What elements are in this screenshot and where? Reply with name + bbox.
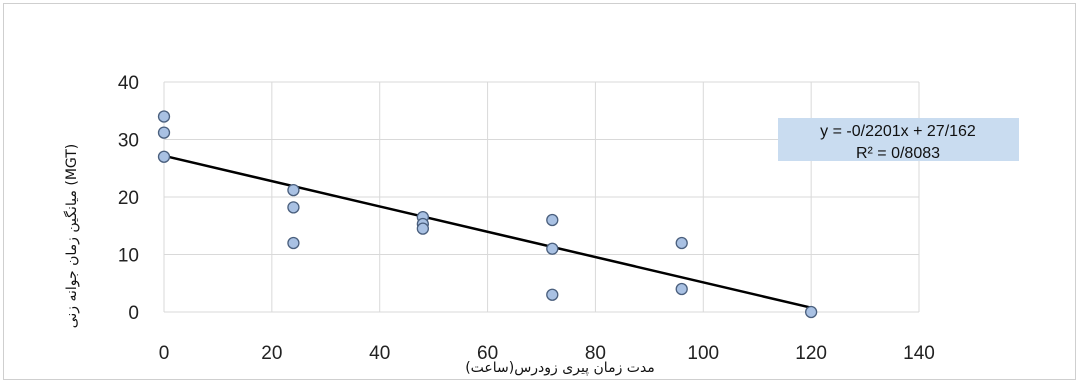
data-point-2 [157,150,171,163]
x-tick-label-5: 100 [687,343,719,364]
x-tick-label-4: 80 [585,343,606,364]
y-tick-label-2: 20 [118,188,139,209]
data-point-4 [287,201,300,214]
y-tick-labels: 0 10 20 30 40 [118,73,139,324]
data-point-11 [546,288,559,301]
x-tick-label-6: 120 [795,343,827,364]
y-tick-label-1: 10 [118,246,139,267]
x-tick-label-0: 0 [159,343,170,364]
x-tick-labels: 0 20 40 60 80 100 120 140 [159,343,935,364]
data-point-14 [804,305,818,319]
data-point-1 [157,126,171,139]
y-tick-label-0: 0 [128,303,139,324]
trendline-label: y = -0/2201x + 27/162 R² = 0/8083 [778,118,1019,162]
data-point-10 [546,242,559,255]
trendline [163,154,812,309]
data-point-13 [675,282,688,296]
x-axis-title: مدت زمان پیری زودرس(ساعت) [465,360,655,376]
data-point-0 [157,110,171,123]
data-point-5 [287,236,300,250]
trendline-r2: R² = 0/8083 [856,145,940,162]
data-point-3 [287,183,300,197]
data-point-8 [416,222,430,235]
y-tick-label-3: 30 [118,131,139,152]
data-point-9 [546,213,559,227]
x-tick-label-1: 20 [261,343,282,364]
y-tick-label-4: 40 [118,73,139,94]
x-tick-label-7: 140 [903,343,935,364]
gridlines [163,81,920,313]
data-point-12 [675,236,688,250]
x-tick-label-2: 40 [369,343,390,364]
trendline-group [163,154,812,309]
chart-border [3,3,1076,380]
trendline-label-box [778,118,1019,161]
trendline-equation: y = -0/2201x + 27/162 [820,123,976,140]
y-axis-title: میانگین زمان جوانه زنی (MGT) [63,144,80,329]
x-tick-label-3: 60 [477,343,498,364]
data-points [157,110,818,319]
